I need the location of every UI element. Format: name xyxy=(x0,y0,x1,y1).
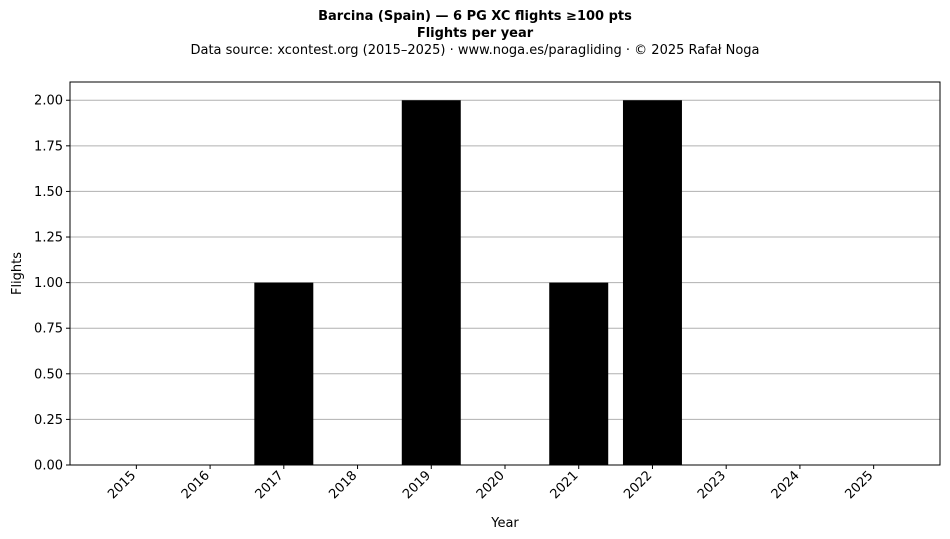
source-note: Data source: xcontest.org (2015–2025) · … xyxy=(190,43,760,58)
title-block: Barcina (Spain) — 6 PG XC flights ≥100 p… xyxy=(0,8,950,59)
bars xyxy=(254,100,682,465)
x-tick-label: 2018 xyxy=(326,468,360,502)
x-tick-label: 2017 xyxy=(253,468,287,502)
x-tick-label: 2016 xyxy=(179,468,213,502)
x-tick-label: 2015 xyxy=(105,468,139,502)
y-tick-label: 0.50 xyxy=(34,367,63,382)
bar xyxy=(622,100,682,465)
y-tick-label: 0.75 xyxy=(34,322,63,337)
bar xyxy=(254,282,314,465)
y-tick-label: 1.75 xyxy=(34,139,63,154)
y-tick-label: 1.50 xyxy=(34,185,63,200)
x-tick-label: 2022 xyxy=(621,468,655,502)
y-tick-label: 1.00 xyxy=(34,276,63,291)
bar xyxy=(549,282,609,465)
y-axis-label: Flights xyxy=(10,252,25,295)
y-tick-label: 0.25 xyxy=(34,413,63,428)
y-axis: 0.00 0.25 0.50 0.75 1.00 1.25 1.50 1.75 2.00 xyxy=(34,94,70,474)
y-tick-label: 0.00 xyxy=(34,459,63,474)
y-tick-label: 1.25 xyxy=(34,231,63,246)
chart-title: Barcina (Spain) — 6 PG XC flights ≥100 p… xyxy=(318,9,632,24)
x-axis-label: Year xyxy=(490,516,519,531)
x-tick-label: 2024 xyxy=(769,468,803,502)
x-tick-label: 2020 xyxy=(474,468,508,502)
x-tick-label: 2025 xyxy=(842,468,876,502)
grid-lines xyxy=(70,99,940,466)
x-tick-label: 2021 xyxy=(548,468,582,502)
x-tick-label: 2023 xyxy=(695,468,729,502)
plot-frame xyxy=(69,81,941,466)
x-axis: 2015 2016 2017 2018 2019 2020 2021 2022 2023 2024… xyxy=(105,465,876,502)
bar xyxy=(401,100,461,465)
y-tick-label: 2.00 xyxy=(34,94,63,109)
chart-subtitle: Flights per year xyxy=(416,26,534,41)
x-tick-label: 2019 xyxy=(400,468,434,502)
